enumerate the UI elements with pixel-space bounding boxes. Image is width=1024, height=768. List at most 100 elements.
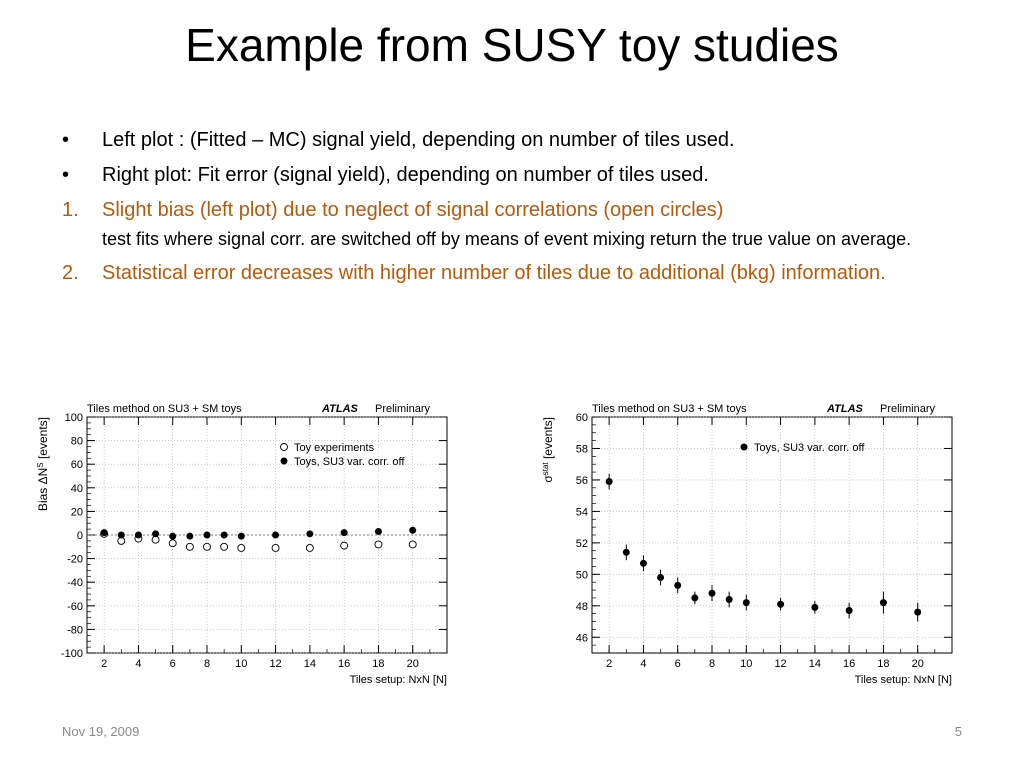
y-tick-label: 48: [576, 601, 588, 613]
data-point: [374, 540, 383, 549]
page-number: 5: [954, 724, 962, 739]
y-axis-label: σstat [events]: [541, 417, 556, 483]
data-point: [742, 599, 750, 607]
plot-frame: [591, 416, 953, 654]
data-point: [117, 531, 125, 539]
data-point: [186, 532, 194, 540]
data-point: [622, 548, 630, 556]
x-tick-label: 14: [304, 658, 316, 670]
data-point: [203, 531, 211, 539]
x-tick-label: 10: [235, 658, 247, 670]
y-tick-label: -80: [67, 624, 83, 636]
bullet-item: • Right plot: Fit error (signal yield), …: [62, 161, 962, 190]
data-point: [605, 478, 613, 486]
legend-marker: [740, 443, 748, 451]
data-point: [811, 603, 819, 611]
legend-label: Toys, SU3 var. corr. off: [294, 456, 405, 468]
data-point: [152, 530, 160, 538]
x-tick-label: 16: [338, 658, 350, 670]
data-point: [237, 532, 245, 540]
chart-title: Tiles method on SU3 + SM toys: [592, 403, 747, 415]
data-point: [220, 531, 228, 539]
bullet-list: • Left plot : (Fitted – MC) signal yield…: [62, 126, 962, 294]
legend-marker: [280, 443, 288, 451]
data-point: [271, 544, 280, 552]
slide-title: Example from SUSY toy studies: [185, 19, 839, 71]
data-point: [408, 540, 417, 549]
y-tick-label: 20: [71, 506, 83, 518]
numbered-text: Statistical error decreases with higher …: [102, 262, 886, 284]
y-tick-label: -60: [67, 601, 83, 613]
data-point: [185, 542, 194, 551]
data-point: [100, 529, 108, 537]
chart-title: Tiles method on SU3 + SM toys: [87, 403, 242, 415]
data-point: [725, 596, 733, 604]
data-point: [237, 544, 246, 552]
y-tick-label: 0: [77, 530, 83, 542]
x-tick-label: 20: [407, 658, 419, 670]
x-tick-label: 6: [170, 658, 176, 670]
data-point: [220, 542, 229, 551]
data-point: [914, 608, 922, 616]
x-tick-label: 16: [843, 658, 855, 670]
numbered-item: 1. Slight bias (left plot) due to neglec…: [62, 196, 962, 253]
atlas-label: ATLAS: [826, 403, 864, 415]
data-point: [272, 531, 280, 539]
x-tick-label: 18: [372, 658, 384, 670]
x-tick-label: 10: [740, 658, 752, 670]
x-tick-label: 6: [675, 658, 681, 670]
bullet-marker: •: [62, 164, 70, 186]
y-tick-label: -40: [67, 577, 83, 589]
x-tick-label: 12: [774, 658, 786, 670]
data-point: [639, 559, 647, 567]
legend-label: Toy experiments: [294, 442, 375, 454]
x-axis-label: Tiles setup: NxN [N]: [855, 674, 952, 686]
y-tick-label: 56: [576, 475, 588, 487]
y-tick-label: 50: [576, 569, 588, 581]
number-marker: 1.: [62, 199, 79, 221]
data-point: [708, 589, 716, 597]
x-tick-label: 8: [204, 658, 210, 670]
data-point: [409, 526, 417, 534]
atlas-label: ATLAS: [321, 403, 359, 415]
bias-plot: 100 80 60 40 20 0 -20 -40 -60 -80 -100 2 4 6 8 10 12 14 16…: [36, 403, 448, 686]
data-point: [674, 581, 682, 589]
data-point: [340, 541, 349, 550]
x-tick-label: 20: [912, 658, 924, 670]
y-tick-label: 100: [65, 412, 83, 424]
x-tick-label: 4: [640, 658, 646, 670]
x-tick-label: 2: [101, 658, 107, 670]
y-tick-label: 46: [576, 632, 588, 644]
bullet-text: Right plot: Fit error (signal yield), de…: [102, 164, 709, 186]
legend-label: Toys, SU3 var. corr. off: [754, 442, 865, 454]
numbered-text: Slight bias (left plot) due to neglect o…: [102, 199, 724, 221]
data-point: [777, 600, 785, 608]
x-tick-label: 14: [809, 658, 821, 670]
number-marker: 2.: [62, 262, 79, 284]
preliminary-label: Preliminary: [375, 403, 431, 415]
data-point: [306, 530, 314, 538]
y-tick-label: 60: [576, 412, 588, 424]
data-point: [657, 573, 665, 581]
legend-marker: [280, 457, 288, 465]
data-point: [305, 544, 314, 552]
x-tick-label: 12: [269, 658, 281, 670]
y-axis-label: Bias ΔNS [events]: [36, 417, 51, 511]
x-tick-label: 4: [135, 658, 141, 670]
y-tick-label: -20: [67, 554, 83, 566]
bullet-item: • Left plot : (Fitted – MC) signal yield…: [62, 126, 962, 155]
x-axis-label: Tiles setup: NxN [N]: [350, 674, 447, 686]
data-point: [340, 529, 348, 537]
preliminary-label: Preliminary: [880, 403, 936, 415]
x-tick-label: 8: [709, 658, 715, 670]
y-tick-label: 60: [71, 459, 83, 471]
data-point: [691, 594, 699, 602]
x-tick-label: 18: [877, 658, 889, 670]
footer-date: Nov 19, 2009: [62, 724, 140, 739]
data-point: [168, 539, 177, 548]
y-tick-label: 40: [71, 483, 83, 495]
data-point: [203, 542, 211, 551]
numbered-subtext: test fits where signal corr. are switche…: [102, 229, 912, 249]
x-tick-label: 2: [606, 658, 612, 670]
